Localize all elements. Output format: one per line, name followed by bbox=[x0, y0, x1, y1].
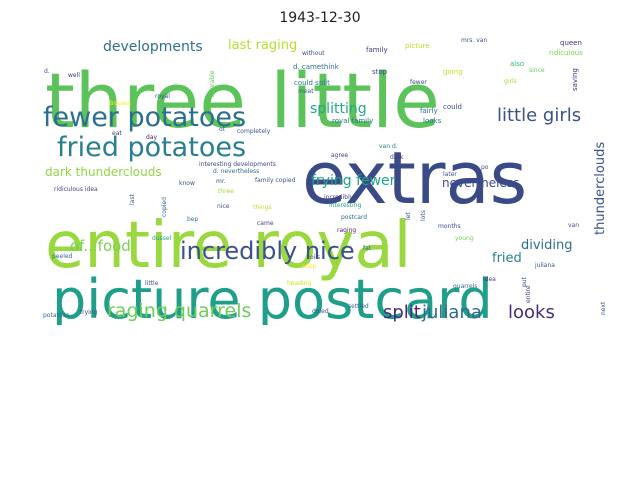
cloud-word: picture postcard bbox=[52, 268, 493, 325]
cloud-word: last raging bbox=[228, 38, 297, 53]
cloud-word: eat bbox=[112, 130, 122, 137]
cloud-word: last bbox=[129, 194, 136, 205]
cloud-word: d. nevertheless bbox=[213, 168, 259, 175]
cloud-word: ot bbox=[219, 126, 226, 133]
cloud-word: fat bbox=[363, 245, 372, 252]
cloud-word: let bbox=[405, 212, 412, 220]
cloud-word: incredibly nice bbox=[180, 237, 355, 265]
cloud-word: juliana bbox=[421, 302, 482, 323]
cloud-word: fairly bbox=[420, 107, 438, 115]
cloud-word: fried bbox=[492, 251, 522, 266]
cloud-word: settled bbox=[348, 303, 369, 310]
cloud-word: idea bbox=[483, 276, 496, 283]
cloud-word: later bbox=[443, 171, 457, 178]
cloud-word: queen bbox=[560, 39, 582, 47]
cloud-word: nice bbox=[217, 203, 230, 210]
cloud-word: months bbox=[438, 223, 461, 230]
cloud-word: young bbox=[455, 235, 474, 242]
cloud-word: dresses bbox=[108, 100, 131, 107]
cloud-word: looks bbox=[508, 302, 555, 323]
cloud-word: incredibly bbox=[324, 194, 354, 201]
cloud-word: entire royal bbox=[45, 209, 411, 283]
cloud-word: peeled bbox=[52, 253, 73, 260]
cloud-word: adorable bbox=[209, 70, 216, 97]
cloud-word: ridiculous idea bbox=[54, 186, 98, 193]
cloud-word: potatoes bbox=[43, 312, 69, 319]
cloud-word: thunderclouds bbox=[593, 142, 608, 235]
cloud-word: three bbox=[218, 188, 234, 195]
cloud-word: postcard bbox=[341, 214, 367, 221]
cloud-word: nevertheless bbox=[442, 176, 519, 190]
figure-title: 1943-12-30 bbox=[279, 10, 361, 26]
cloud-word: family bbox=[366, 46, 388, 54]
cloud-word: also bbox=[510, 60, 524, 68]
cloud-word: doled bbox=[312, 308, 329, 315]
cloud-word: raging bbox=[337, 227, 356, 234]
cloud-word: quarrels bbox=[453, 283, 477, 290]
cloud-word: fried potatoes bbox=[57, 132, 246, 163]
cloud-word: lots bbox=[420, 210, 427, 221]
cloud-word: raging quarrels bbox=[107, 300, 251, 322]
cloud-word: mrs. van bbox=[461, 37, 487, 44]
cloud-word: soup bbox=[302, 263, 317, 270]
cloud-word: extras bbox=[302, 136, 527, 220]
cloud-word: oils bbox=[310, 254, 320, 261]
cloud-word: picture bbox=[405, 42, 429, 50]
cloud-word: looks bbox=[423, 117, 442, 125]
cloud-word: completely bbox=[237, 128, 271, 135]
cloud-word: little bbox=[145, 280, 159, 287]
cloud-word: things bbox=[253, 204, 272, 211]
cloud-word: developments bbox=[103, 39, 203, 55]
cloud-word: ridiculous bbox=[549, 49, 583, 57]
cloud-word: going bbox=[443, 68, 463, 76]
cloud-word: dussel bbox=[152, 235, 172, 242]
cloud-word: next bbox=[600, 301, 607, 315]
cloud-word: van bbox=[568, 222, 579, 229]
cloud-word: know bbox=[179, 180, 195, 187]
cloud-word: copied bbox=[161, 197, 168, 217]
cloud-word: entire bbox=[525, 285, 532, 303]
cloud-word: po bbox=[481, 164, 489, 171]
word-cloud: three little entire royal extras picture po… bbox=[40, 35, 610, 325]
cloud-word: meat bbox=[298, 88, 314, 95]
cloud-word: royal bbox=[155, 93, 170, 100]
cloud-word: came bbox=[257, 220, 274, 227]
cloud-word: little girls bbox=[497, 105, 581, 126]
cloud-word: since bbox=[529, 67, 545, 74]
cloud-word: dividing bbox=[521, 238, 573, 253]
cloud-word: fewer bbox=[410, 79, 427, 86]
cloud-word: dark bbox=[390, 154, 404, 161]
cloud-word: heading bbox=[287, 280, 311, 287]
cloud-word: saving bbox=[571, 68, 579, 91]
cloud-word: without bbox=[302, 50, 325, 57]
cloud-word: dark thunderclouds bbox=[45, 165, 162, 179]
cloud-word: split bbox=[383, 302, 421, 323]
cloud-word: d. camethink bbox=[293, 63, 340, 71]
cloud-word: three little bbox=[45, 56, 440, 145]
cloud-word: royal family bbox=[332, 117, 373, 125]
cloud-word: mr. bbox=[216, 178, 226, 185]
cloud-word: bep bbox=[187, 216, 199, 223]
cloud-word: d. bbox=[44, 68, 50, 75]
cloud-word: frying fewer bbox=[311, 173, 396, 189]
cloud-word: of...food bbox=[70, 237, 131, 255]
cloud-word: put bbox=[521, 276, 528, 287]
cloud-word: day bbox=[146, 134, 157, 141]
cloud-word: interesting bbox=[329, 202, 361, 209]
cloud-word: family copied bbox=[255, 177, 296, 184]
cloud-word: agree bbox=[331, 152, 349, 159]
cloud-word: juliana bbox=[534, 262, 555, 269]
cloud-word: girls bbox=[504, 78, 517, 85]
cloud-word: interesting developments bbox=[199, 161, 276, 168]
cloud-word: could split bbox=[294, 79, 330, 87]
cloud-word: could bbox=[443, 103, 462, 111]
cloud-word: well bbox=[68, 72, 80, 79]
cloud-word: splitting bbox=[310, 101, 367, 117]
cloud-word: stop bbox=[372, 68, 388, 76]
cloud-word: van d. bbox=[379, 143, 398, 150]
cloud-word: frying bbox=[80, 309, 98, 316]
cloud-word: fewer potatoes bbox=[43, 102, 246, 133]
